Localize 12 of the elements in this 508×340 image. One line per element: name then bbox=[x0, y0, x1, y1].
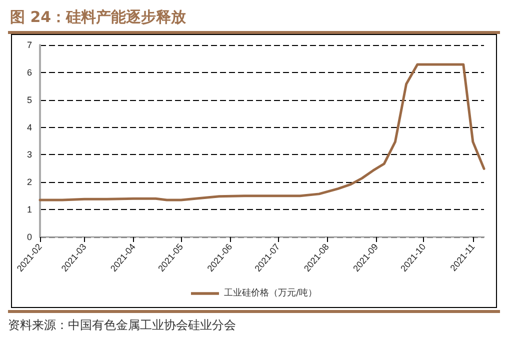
y-tick-label: 5 bbox=[26, 94, 32, 105]
y-tick-label: 6 bbox=[26, 67, 32, 78]
y-tick-label: 3 bbox=[26, 150, 32, 160]
y-tick-label: 0 bbox=[26, 232, 32, 242]
line-series bbox=[38, 63, 486, 202]
legend-label: 工业硅价格（万元/吨） bbox=[224, 288, 318, 298]
y-tick-label: 2 bbox=[26, 177, 32, 188]
y-tick-label: 1 bbox=[26, 204, 32, 215]
chart-title: 图 24：硅料产能逐步释放 bbox=[8, 8, 500, 34]
y-tick-label: 7 bbox=[26, 40, 32, 50]
y-tick-label: 4 bbox=[26, 122, 32, 132]
text: 资料来源：中国有色金属工业协会硅业分会 bbox=[8, 317, 237, 334]
